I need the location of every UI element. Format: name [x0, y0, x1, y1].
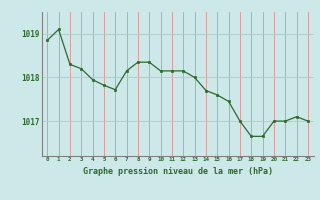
X-axis label: Graphe pression niveau de la mer (hPa): Graphe pression niveau de la mer (hPa)	[83, 167, 273, 176]
